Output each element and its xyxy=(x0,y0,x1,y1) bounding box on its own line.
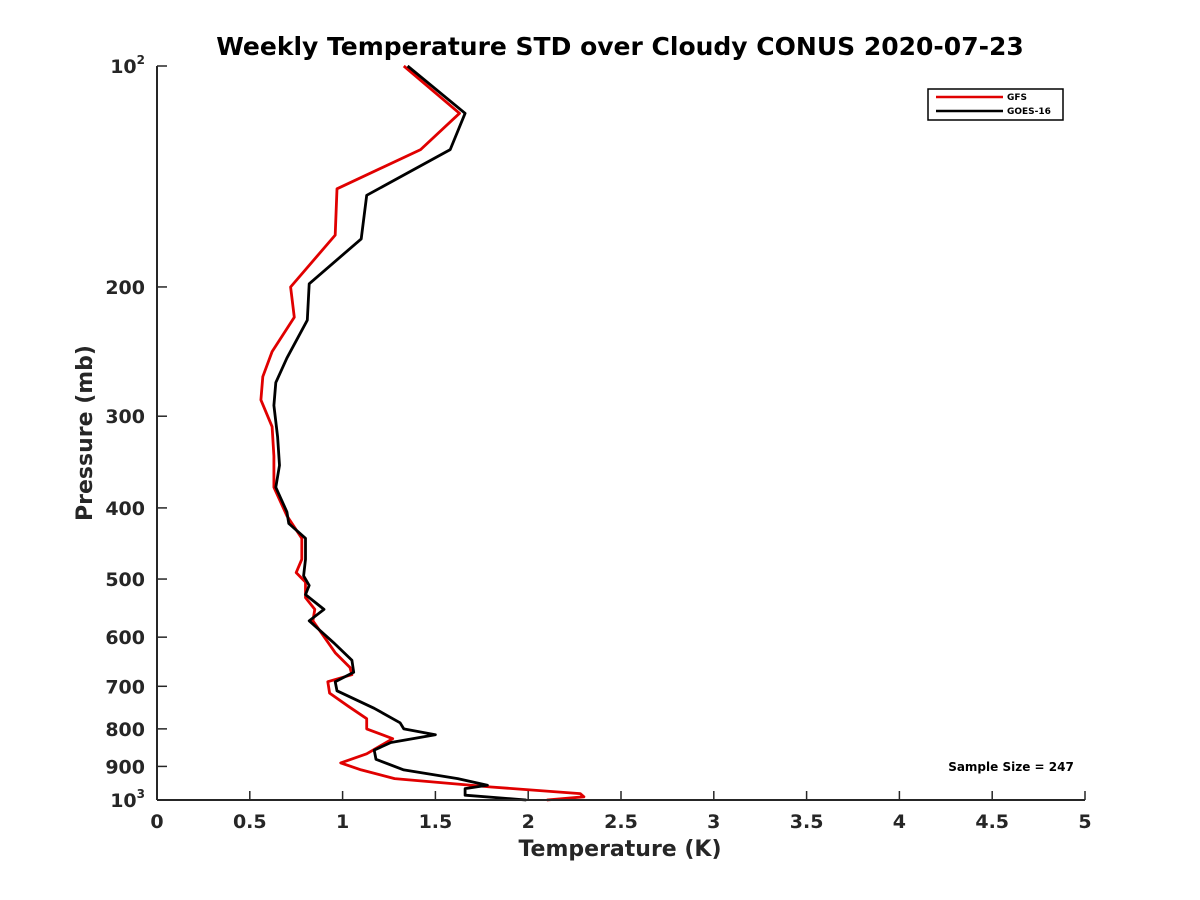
plot-lines xyxy=(259,64,586,802)
y-tick-label-exponent: 3 xyxy=(137,787,145,801)
y-tick-label: 103 xyxy=(110,787,145,812)
x-tick-label: 4 xyxy=(893,811,906,833)
series-line-gfs xyxy=(259,64,586,802)
y-tick-label-base: 800 xyxy=(105,719,145,741)
y-tick-label-base: 200 xyxy=(105,277,145,299)
legend: GFS GOES-16 xyxy=(927,88,1064,121)
y-tick-label: 700 xyxy=(105,676,145,698)
y-tick-label-base: 600 xyxy=(105,627,145,649)
legend-label-goes16: GOES-16 xyxy=(1007,107,1051,117)
y-tick-label: 900 xyxy=(105,756,145,778)
y-tick-label-base: 300 xyxy=(105,406,145,428)
y-tick-label: 102 xyxy=(110,53,145,78)
x-tick-label: 0.5 xyxy=(233,811,267,833)
x-tick-label: 0 xyxy=(150,811,163,833)
x-tick-label: 5 xyxy=(1078,811,1091,833)
x-tick-label: 2 xyxy=(522,811,535,833)
y-tick-label: 500 xyxy=(105,569,145,591)
x-axis-label: Temperature (K) xyxy=(518,837,721,862)
y-tick-label: 300 xyxy=(105,406,145,428)
x-axis-ticks: 0 0.5 1 1.5 2 2.5 3 3.5 4 4.5 5 xyxy=(150,791,1092,833)
y-tick-label: 800 xyxy=(105,719,145,741)
y-tick-label-base: 700 xyxy=(105,676,145,698)
legend-label-gfs: GFS xyxy=(1007,93,1027,103)
chart-title: Weekly Temperature STD over Cloudy CONUS… xyxy=(216,32,1024,61)
y-tick-label: 400 xyxy=(105,498,145,520)
y-axis-label: Pressure (mb) xyxy=(73,345,98,521)
x-tick-label: 2.5 xyxy=(604,811,638,833)
sample-size-annotation: Sample Size = 247 xyxy=(948,760,1074,774)
x-tick-label: 1.5 xyxy=(419,811,453,833)
y-tick-label-base: 900 xyxy=(105,756,145,778)
series-line-goes-16 xyxy=(272,64,527,802)
x-tick-label: 3.5 xyxy=(790,811,824,833)
y-tick-label-base: 400 xyxy=(105,498,145,520)
x-tick-label: 1 xyxy=(336,811,349,833)
x-tick-label: 3 xyxy=(707,811,720,833)
y-tick-label-base: 10 xyxy=(110,790,136,812)
y-tick-label-exponent: 2 xyxy=(137,53,145,67)
x-tick-label: 4.5 xyxy=(975,811,1009,833)
y-tick-label-base: 10 xyxy=(110,56,136,78)
y-tick-label: 600 xyxy=(105,627,145,649)
y-tick-label: 200 xyxy=(105,277,145,299)
legend-box xyxy=(927,88,1064,121)
y-tick-label-base: 500 xyxy=(105,569,145,591)
